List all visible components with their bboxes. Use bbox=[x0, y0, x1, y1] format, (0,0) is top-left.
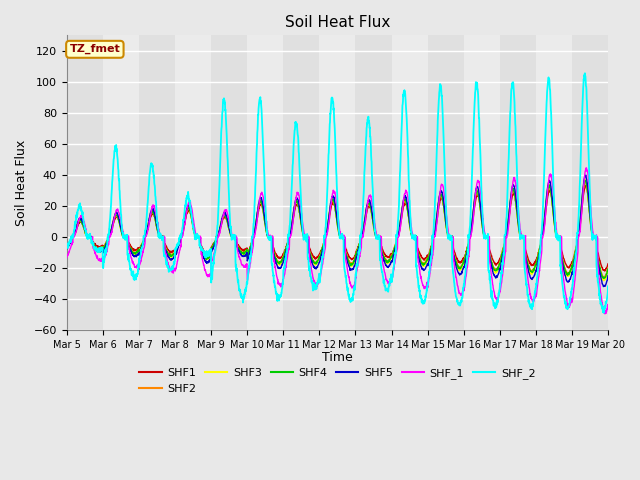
Bar bbox=[211, 36, 247, 330]
Bar bbox=[536, 36, 572, 330]
Bar bbox=[392, 36, 428, 330]
Y-axis label: Soil Heat Flux: Soil Heat Flux bbox=[15, 140, 28, 226]
Bar bbox=[428, 36, 463, 330]
Bar bbox=[319, 36, 355, 330]
Bar bbox=[572, 36, 608, 330]
Text: TZ_fmet: TZ_fmet bbox=[70, 44, 120, 54]
Bar bbox=[284, 36, 319, 330]
Title: Soil Heat Flux: Soil Heat Flux bbox=[285, 15, 390, 30]
X-axis label: Time: Time bbox=[322, 351, 353, 364]
Bar bbox=[175, 36, 211, 330]
Bar bbox=[247, 36, 284, 330]
Bar bbox=[103, 36, 139, 330]
Bar bbox=[67, 36, 103, 330]
Bar bbox=[139, 36, 175, 330]
Bar bbox=[463, 36, 500, 330]
Bar bbox=[500, 36, 536, 330]
Bar bbox=[355, 36, 392, 330]
Legend: SHF1, SHF2, SHF3, SHF4, SHF5, SHF_1, SHF_2: SHF1, SHF2, SHF3, SHF4, SHF5, SHF_1, SHF… bbox=[135, 364, 540, 398]
